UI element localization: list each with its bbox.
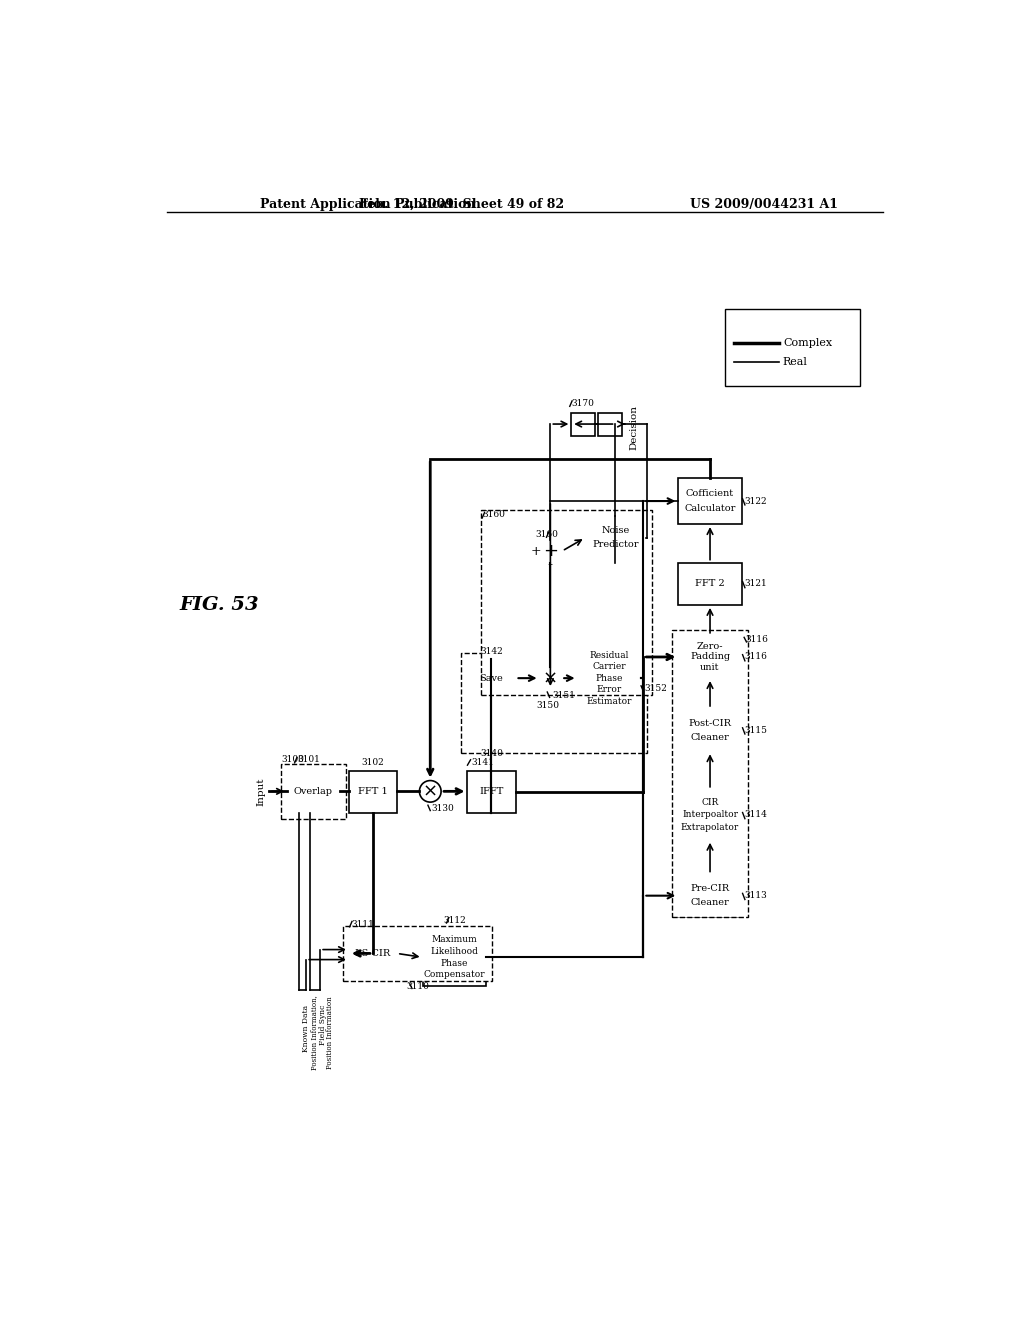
Bar <box>467 659 515 697</box>
Text: Phase: Phase <box>596 673 623 682</box>
Text: 3160: 3160 <box>482 510 505 519</box>
Text: +: + <box>531 545 542 557</box>
Text: 3150: 3150 <box>537 701 559 710</box>
Text: Likelihood: Likelihood <box>430 946 478 956</box>
Text: 3115: 3115 <box>744 726 767 735</box>
Bar <box>571 413 595 436</box>
Text: Padding: Padding <box>690 652 730 661</box>
Text: LS CIR: LS CIR <box>355 949 390 958</box>
Text: ×: × <box>543 669 558 688</box>
Text: 3140: 3140 <box>480 750 503 758</box>
Text: Calculator: Calculator <box>684 504 735 513</box>
Text: Phase: Phase <box>440 958 468 968</box>
Text: Overlap: Overlap <box>294 787 333 796</box>
Text: 3111: 3111 <box>351 920 374 929</box>
Text: FIG. 53: FIG. 53 <box>179 597 259 614</box>
Text: 3102: 3102 <box>361 759 384 767</box>
Bar <box>343 927 493 981</box>
Text: Error: Error <box>597 685 622 694</box>
Bar <box>678 789 741 840</box>
Text: 3113: 3113 <box>744 891 767 900</box>
Text: Input: Input <box>257 777 266 805</box>
Bar <box>480 511 652 696</box>
Bar <box>598 413 622 436</box>
Bar <box>281 764 346 818</box>
Text: 3170: 3170 <box>571 399 594 408</box>
Text: Carrier: Carrier <box>593 663 626 671</box>
Bar <box>678 636 741 678</box>
Text: +: + <box>543 543 558 560</box>
Text: Noise: Noise <box>601 527 630 535</box>
Bar <box>672 630 748 917</box>
Text: 3114: 3114 <box>744 810 767 820</box>
Text: 3121: 3121 <box>744 579 767 589</box>
Text: Known Data: Known Data <box>302 1005 310 1052</box>
Text: 3110: 3110 <box>407 982 429 990</box>
Text: Compensator: Compensator <box>424 970 485 979</box>
Text: ×: × <box>423 783 438 800</box>
Text: US 2009/0044231 A1: US 2009/0044231 A1 <box>689 198 838 211</box>
Bar <box>423 928 486 986</box>
Text: Field Sync: Field Sync <box>319 1005 328 1045</box>
Text: 3151: 3151 <box>552 690 574 700</box>
Text: Predictor: Predictor <box>592 540 639 549</box>
Text: 3100: 3100 <box>282 755 304 764</box>
Text: Position Information,: Position Information, <box>310 995 318 1069</box>
Bar <box>586 516 646 558</box>
Text: 3116: 3116 <box>745 635 769 644</box>
Text: Estimator: Estimator <box>587 697 632 706</box>
Bar <box>461 653 647 752</box>
Bar <box>678 709 741 751</box>
Text: IFFT: IFFT <box>479 787 504 796</box>
Text: Interpoaltor: Interpoaltor <box>682 810 738 820</box>
Text: Decision: Decision <box>630 405 639 450</box>
Text: 3142: 3142 <box>480 647 503 656</box>
Text: -: - <box>548 558 553 572</box>
Text: Feb. 12, 2009  Sheet 49 of 82: Feb. 12, 2009 Sheet 49 of 82 <box>358 198 564 211</box>
Text: 3101: 3101 <box>298 755 321 764</box>
Text: FFT 1: FFT 1 <box>358 787 388 796</box>
Text: 3116: 3116 <box>744 652 767 661</box>
Text: Cleaner: Cleaner <box>690 733 729 742</box>
Text: Cleaner: Cleaner <box>690 898 729 907</box>
Text: Post-CIR: Post-CIR <box>688 718 731 727</box>
Text: Cofficient: Cofficient <box>686 488 734 498</box>
Text: Pre-CIR: Pre-CIR <box>690 884 729 894</box>
Text: 3122: 3122 <box>744 496 767 506</box>
Bar <box>678 478 741 524</box>
Text: FFT 2: FFT 2 <box>695 579 725 589</box>
Bar <box>287 771 340 813</box>
Text: Maximum: Maximum <box>431 936 477 944</box>
Bar <box>349 771 397 813</box>
Bar <box>349 932 397 974</box>
Text: Zero-: Zero- <box>696 642 723 651</box>
Text: 3130: 3130 <box>432 804 455 813</box>
Text: Complex: Complex <box>783 338 831 348</box>
Text: Save: Save <box>479 673 504 682</box>
Text: CIR: CIR <box>701 797 719 807</box>
Text: 3112: 3112 <box>443 916 466 925</box>
Text: 3160: 3160 <box>535 529 558 539</box>
Text: Extrapolator: Extrapolator <box>681 822 739 832</box>
Text: Patent Application Publication: Patent Application Publication <box>260 198 475 211</box>
Text: 3141: 3141 <box>471 759 495 767</box>
Text: Residual: Residual <box>590 651 629 660</box>
Bar <box>678 874 741 917</box>
Bar <box>725 309 860 385</box>
Text: 3152: 3152 <box>644 684 667 693</box>
Text: Real: Real <box>783 358 808 367</box>
Bar <box>467 771 515 813</box>
Bar <box>678 562 741 605</box>
Text: Position Information: Position Information <box>327 997 334 1069</box>
Bar <box>578 644 641 713</box>
Text: unit: unit <box>700 663 720 672</box>
